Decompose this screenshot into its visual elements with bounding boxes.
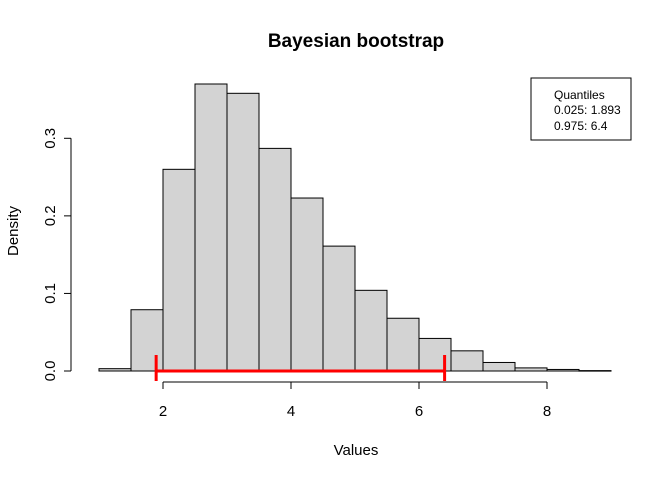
histogram-bars (98, 83, 612, 372)
legend-line-upper: 0.975: 6.4 (554, 119, 608, 133)
y-axis-label: Density (5, 205, 22, 256)
histogram-bar (354, 289, 388, 372)
histogram-bar (418, 337, 452, 372)
histogram-bar (226, 92, 260, 372)
x-axis-label: Values (334, 442, 379, 459)
histogram-bar (194, 83, 228, 372)
histogram-bar (514, 367, 548, 372)
y-tick-label: 0.1 (42, 283, 59, 304)
histogram-bar (258, 147, 292, 372)
x-tick-label: 2 (159, 403, 167, 420)
histogram-bar (386, 317, 420, 372)
y-axis: 0.0 0.1 0.2 0.3 (42, 128, 72, 382)
histogram-bar (482, 361, 516, 372)
y-tick-label: 0.0 (42, 361, 59, 382)
legend-box (530, 77, 632, 141)
histogram-bar (130, 309, 164, 372)
quantile-interval (154, 355, 447, 381)
x-axis: 2 4 6 8 (159, 381, 551, 420)
legend-line-lower: 0.025: 1.893 (554, 103, 621, 117)
x-tick-label: 8 (543, 403, 551, 420)
chart-title: Bayesian bootstrap (268, 31, 444, 52)
x-tick-label: 6 (415, 403, 423, 420)
histogram-bar (450, 350, 484, 372)
histogram-bar (98, 368, 132, 372)
y-tick-label: 0.2 (42, 205, 59, 226)
histogram-bar (322, 245, 356, 372)
legend: Quantiles 0.025: 1.893 0.975: 6.4 (530, 77, 632, 141)
histogram-bar (578, 370, 612, 372)
legend-title: Quantiles (554, 88, 605, 102)
histogram-bar (290, 197, 324, 372)
histogram-bar (162, 168, 196, 372)
y-tick-label: 0.3 (42, 128, 59, 149)
x-tick-label: 4 (287, 403, 295, 420)
histogram-bar (546, 368, 580, 372)
